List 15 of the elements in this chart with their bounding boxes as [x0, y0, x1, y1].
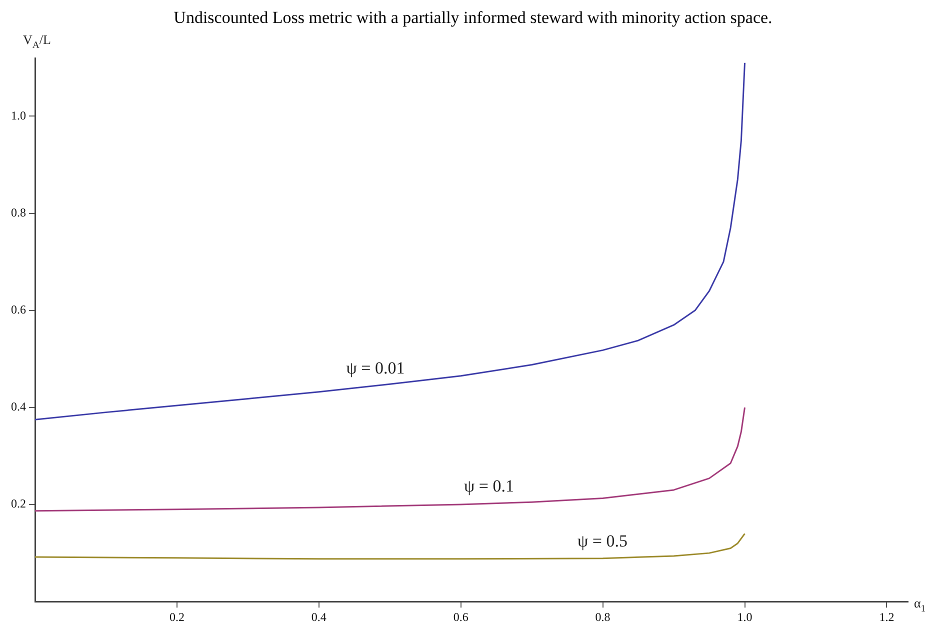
series-label: ψ = 0.5 — [577, 531, 628, 550]
y-tick-label: 0.8 — [11, 205, 26, 220]
x-tick-label: 0.8 — [595, 610, 610, 624]
y-tick-label: 0.6 — [11, 302, 26, 317]
x-tick-label: 0.2 — [169, 610, 184, 624]
x-tick-label: 1.2 — [879, 610, 894, 624]
x-tick-label: 1.0 — [737, 610, 752, 624]
chart-title: Undiscounted Loss metric with a partially informed steward with minority action space. — [172, 8, 774, 28]
y-tick-label: 1.0 — [11, 108, 26, 122]
y-tick-label: 0.2 — [11, 496, 26, 511]
x-tick-label: 0.4 — [311, 610, 326, 624]
y-tick-label: 0.4 — [11, 400, 26, 414]
x-tick-label: 0.6 — [453, 610, 468, 624]
series-label: ψ = 0.1 — [464, 476, 514, 496]
series-label: ψ = 0.01 — [346, 358, 405, 378]
